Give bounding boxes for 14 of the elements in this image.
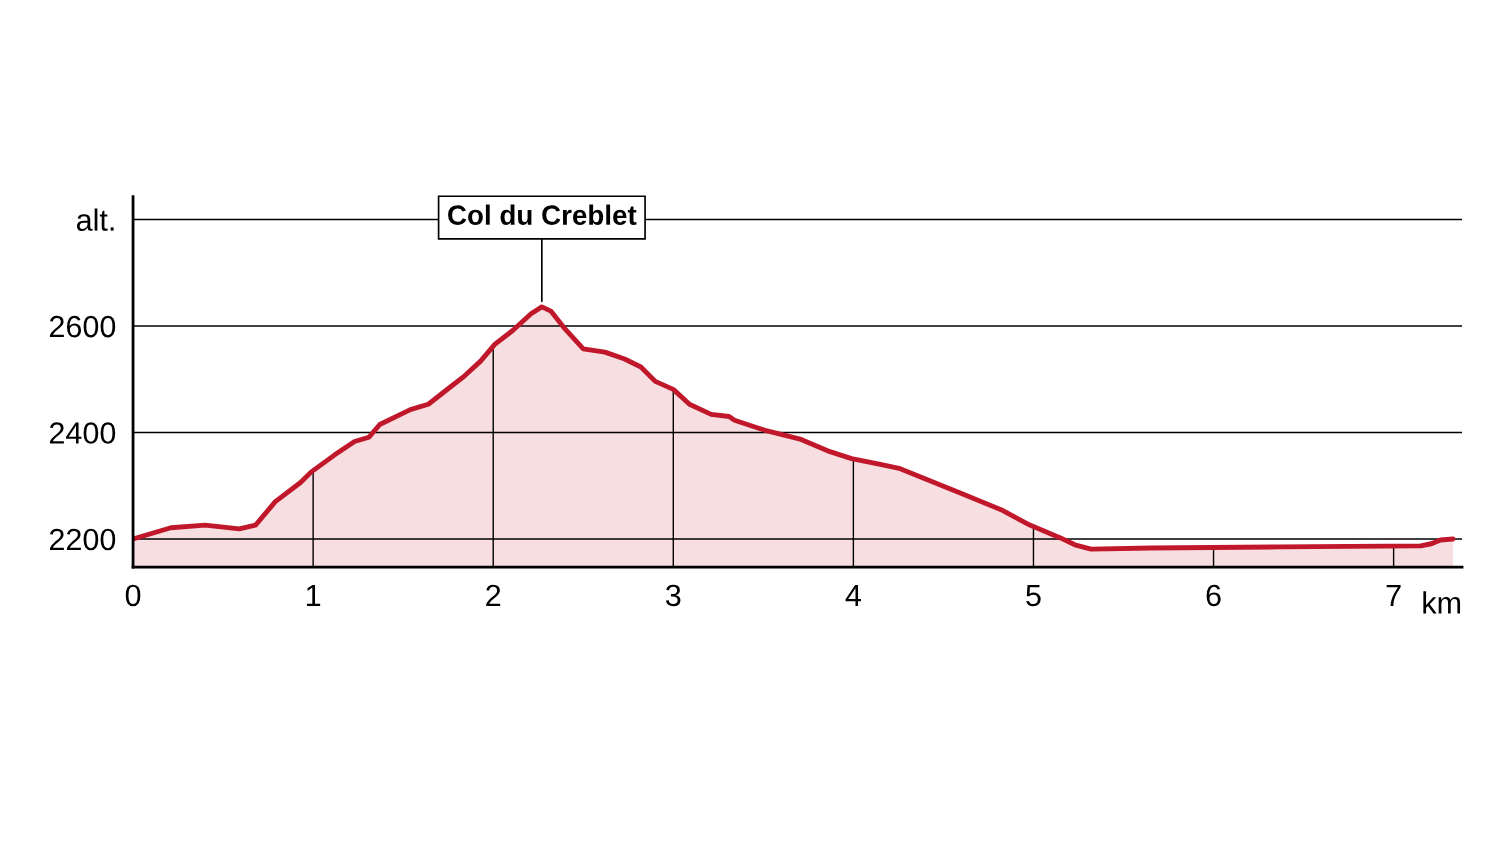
x-tick-label: 5 [1026, 584, 1041, 607]
x-tick-label: 4 [845, 584, 861, 606]
x-axis-title: km [1423, 591, 1461, 614]
x-tick-label: 7 [1386, 584, 1401, 606]
y-tick-label: alt. [76, 208, 114, 231]
y-tick-label: 2600 [49, 315, 116, 338]
y-tick-label: 2400 [49, 422, 116, 444]
x-tick-label: 2 [486, 584, 501, 606]
x-tick-label: 6 [1206, 584, 1221, 607]
x-tick-label: 1 [306, 584, 321, 606]
annotation: Col du Creblet [448, 204, 637, 225]
y-tick-label: 2200 [49, 528, 116, 551]
x-tick-label: 0 [125, 584, 141, 607]
x-tick-label: 3 [665, 584, 681, 607]
